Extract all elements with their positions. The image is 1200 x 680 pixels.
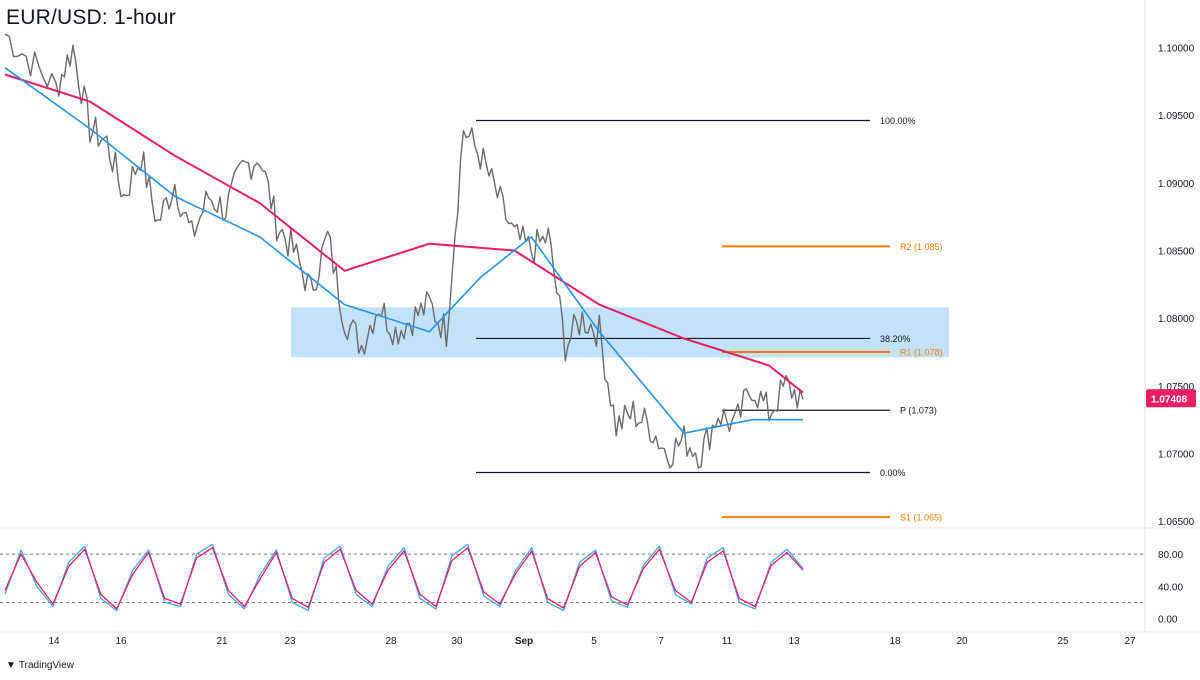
support-zone-layer — [291, 307, 949, 358]
level-label-0: 100.00% — [880, 116, 916, 126]
time-tick-9: 11 — [722, 636, 733, 647]
price-tick-4: 1.08000 — [1158, 314, 1195, 325]
time-tick-10: 13 — [788, 636, 800, 647]
current-price-badge[interactable] — [1146, 389, 1196, 408]
time-tick-14: 27 — [1124, 636, 1136, 647]
time-tick-7: 5 — [591, 636, 597, 647]
time-tick-0: 14 — [48, 636, 60, 647]
chart-title: EUR/USD: 1-hour — [6, 6, 176, 29]
price-tick-6: 1.07000 — [1158, 450, 1195, 461]
oscillator-tick-0: 80.00 — [1158, 550, 1183, 561]
time-tick-4: 28 — [385, 636, 397, 647]
support-zone — [291, 307, 949, 358]
price-tick-2: 1.09000 — [1158, 179, 1195, 190]
time-tick-2: 21 — [216, 636, 228, 647]
time-tick-11: 18 — [889, 636, 901, 647]
price-tick-5: 1.07500 — [1158, 382, 1195, 393]
tradingview-logo-icon: ▼ — [6, 660, 16, 671]
time-tick-3: 23 — [284, 636, 296, 647]
oscillator-tick-2: 0.00 — [1158, 615, 1178, 626]
oscillator-series-1[interactable] — [4, 547, 804, 610]
price-series[interactable] — [4, 33, 804, 469]
price-tick-7: 1.06500 — [1158, 517, 1195, 528]
time-tick-12: 20 — [956, 636, 968, 647]
time-tick-1: 16 — [115, 636, 127, 647]
level-label-1: R2 (1.085) — [900, 242, 943, 252]
price-axis[interactable]: 1.10000 1.09500 1.09000 1.08500 1.08000 1.075… — [1146, 43, 1196, 528]
moving-average-blue[interactable] — [4, 67, 803, 435]
price-tick-1: 1.09500 — [1158, 111, 1195, 122]
level-label-4: P (1.073) — [900, 406, 937, 416]
brand-name: TradingView — [18, 660, 74, 671]
oscillator-pane: 80.00 40.00 0.00 — [0, 543, 1183, 626]
level-label-5: 0.00% — [880, 468, 906, 478]
levels-layer: 100.00% R2 (1.085) 38.20% R1 (1.078) P (1.07… — [476, 116, 943, 523]
moving-average-layer — [4, 67, 804, 435]
time-tick-6: Sep — [515, 636, 533, 647]
time-tick-13: 25 — [1057, 636, 1069, 647]
time-tick-5: 30 — [451, 636, 463, 647]
time-axis[interactable]: 14 16 21 23 28 30 Sep 5 7 11 13 18 20 25 27 — [48, 636, 1136, 647]
price-layer — [4, 33, 804, 469]
time-tick-8: 7 — [658, 636, 664, 647]
level-label-2: 38.20% — [880, 334, 911, 344]
price-tick-0: 1.10000 — [1158, 43, 1195, 54]
brand-footer: ▼ TradingView — [6, 660, 74, 671]
level-label-6: S1 (1.065) — [900, 513, 942, 523]
moving-average-pink[interactable] — [4, 73, 804, 394]
level-label-3: R1 (1.078) — [900, 348, 943, 358]
current-price-label: 1.07408 — [1151, 394, 1188, 405]
oscillator-tick-1: 40.00 — [1158, 582, 1183, 593]
price-tick-3: 1.08500 — [1158, 246, 1195, 257]
